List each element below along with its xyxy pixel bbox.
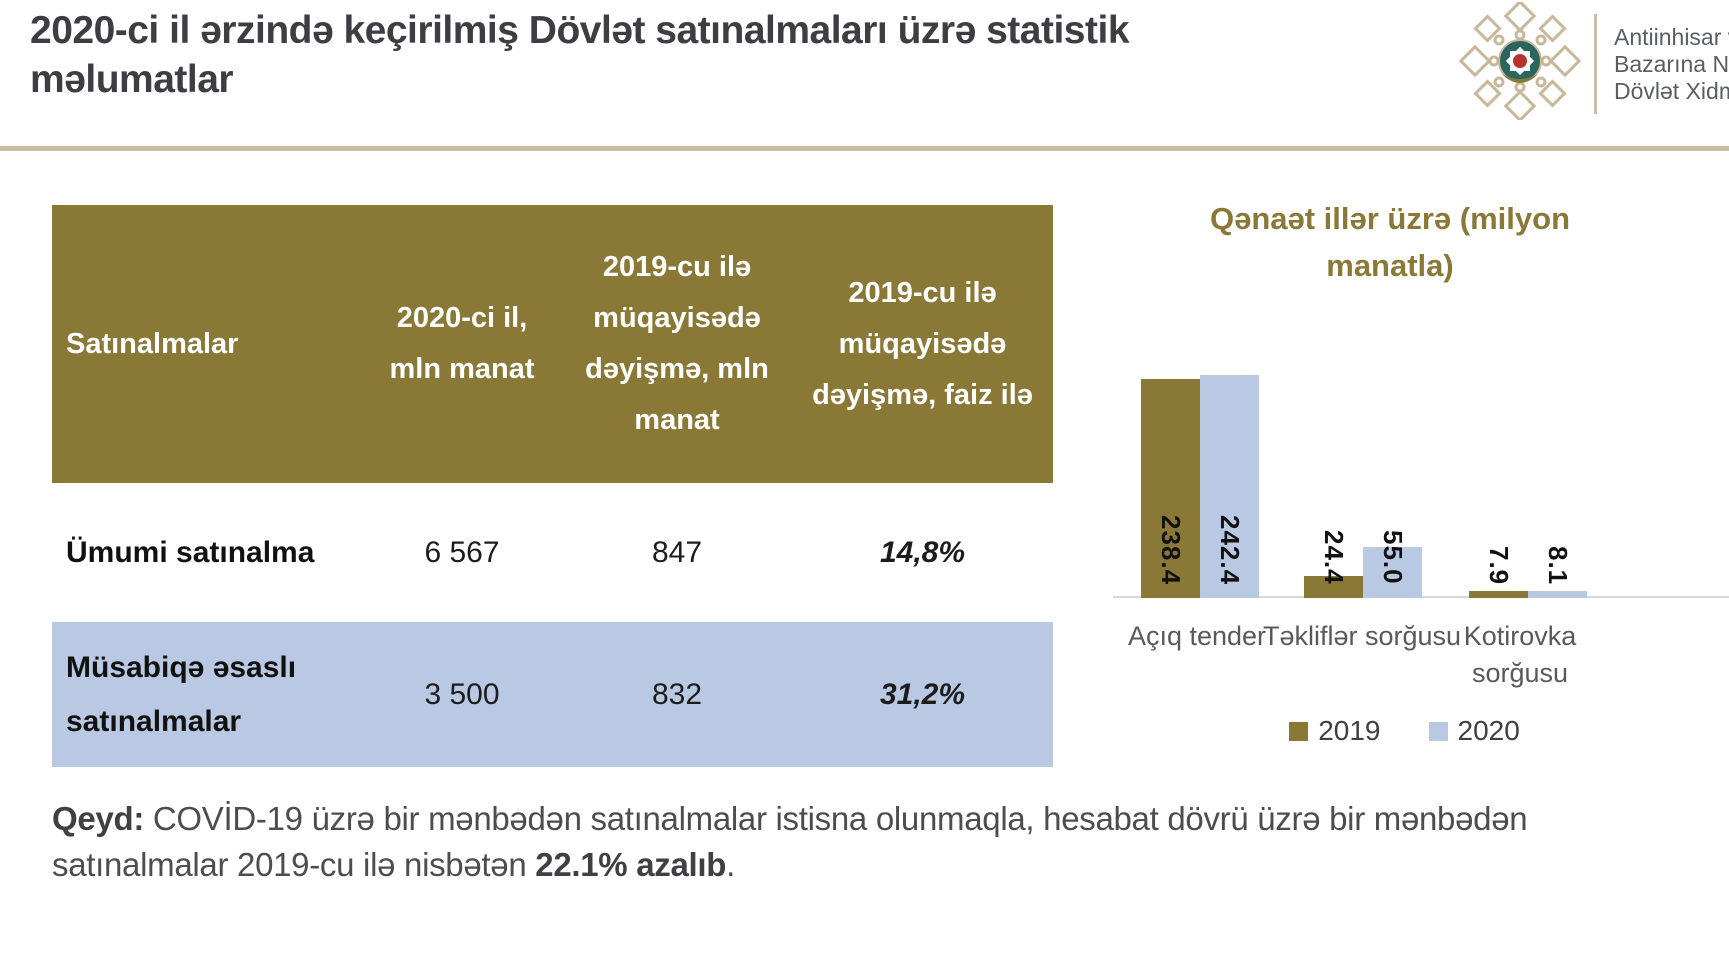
bar-plot: 238.4 242.4 24.4 55.0 7.9 8.1 bbox=[1080, 170, 1729, 598]
procurement-table: Satınalmalar 2020-ci il, mln manat 2019-… bbox=[52, 205, 1053, 767]
bar-value-label: 8.1 bbox=[1543, 545, 1573, 585]
row-value-2020: 3 500 bbox=[424, 677, 500, 711]
bar-2020-0 bbox=[1200, 375, 1259, 598]
legend-label-2020: 2020 bbox=[1457, 715, 1520, 746]
category-label-acik-tender: Açıq tender bbox=[1127, 621, 1267, 651]
table-row-umumi: Ümumi satınalma 6 567 847 14,8% bbox=[52, 483, 1053, 622]
bar-2020-2 bbox=[1528, 591, 1587, 598]
org-name-line3: Dövlət Xidm bbox=[1614, 78, 1729, 104]
bar-value-label: 7.9 bbox=[1484, 545, 1514, 585]
org-name-line2: Bazarına N bbox=[1614, 51, 1729, 77]
bar-value-label: 24.4 bbox=[1319, 530, 1349, 585]
bar-2019-0 bbox=[1141, 379, 1200, 598]
legend-item-2019: 2019 bbox=[1289, 715, 1381, 747]
category-label-kotirovka: Kotirovka sorğusu bbox=[1463, 621, 1577, 688]
org-name-line1: Antiinhisar v bbox=[1614, 24, 1729, 50]
table-header-change-mln: 2019-cu ilə müqayisədə dəyişmə, mln mana… bbox=[585, 251, 769, 436]
chart-legend: 2019 2020 bbox=[1080, 715, 1729, 747]
org-logo: Antiinhisar v Bazarına N Dövlət Xidm bbox=[1452, 2, 1729, 122]
org-logo-emblem-icon bbox=[1458, 2, 1582, 120]
bar-2019-2 bbox=[1469, 591, 1528, 598]
org-name: Antiinhisar v Bazarına N Dövlət Xidm bbox=[1614, 24, 1729, 108]
table-header-change-pct: 2019-cu ilə müqayisədə dəyişmə, faiz ilə bbox=[812, 276, 1033, 411]
legend-swatch-2019 bbox=[1289, 721, 1309, 741]
row-label: Müsabiqə əsaslı satınalmalar bbox=[66, 650, 297, 738]
category-axis: Açıq tender Təkliflər sorğusu Kotirovka … bbox=[1080, 618, 1729, 708]
row-change-mln: 832 bbox=[651, 677, 703, 711]
bar-2020-1 bbox=[1363, 547, 1422, 598]
footnote-body: COVİD-19 üzrə bir mənbədən satınalmalar … bbox=[52, 800, 1528, 883]
savings-bar-chart: Qənaət illər üzrə (milyon manatla) 238.4… bbox=[1080, 170, 1729, 810]
table-header-row: Satınalmalar 2020-ci il, mln manat 2019-… bbox=[52, 205, 1053, 483]
row-change-mln: 847 bbox=[651, 535, 703, 569]
bar-value-label: 55.0 bbox=[1378, 530, 1408, 585]
page-title: 2020-ci il ərzində keçirilmiş Dövlət sat… bbox=[30, 9, 1130, 101]
bar-2019-1 bbox=[1304, 576, 1363, 598]
footnote-bold-value: 22.1% azalıb bbox=[535, 846, 727, 883]
table-row-musabiqe: Müsabiqə əsaslı satınalmalar 3 500 832 3… bbox=[52, 622, 1053, 767]
table-header-2020: 2020-ci il, mln manat bbox=[389, 302, 535, 385]
legend-swatch-2020 bbox=[1428, 721, 1448, 741]
row-change-pct: 14,8% bbox=[879, 535, 966, 569]
table-header-satinalmalar: Satınalmalar bbox=[66, 327, 239, 360]
title-divider-line bbox=[0, 146, 1729, 151]
row-label: Ümumi satınalma bbox=[66, 535, 315, 569]
bar-value-label: 242.4 bbox=[1215, 514, 1245, 585]
category-label-teklifler: Təkliflər sorğusu bbox=[1262, 621, 1462, 651]
legend-item-2020: 2020 bbox=[1428, 715, 1520, 747]
footnote: Qeyd: COVİD-19 üzrə bir mənbədən satınal… bbox=[52, 796, 1712, 888]
row-value-2020: 6 567 bbox=[424, 535, 500, 569]
bar-value-label: 238.4 bbox=[1156, 514, 1186, 585]
row-change-pct: 31,2% bbox=[879, 677, 966, 711]
legend-label-2019: 2019 bbox=[1318, 715, 1381, 746]
logo-divider bbox=[1594, 14, 1597, 114]
chart-title: Qənaət illər üzrə (milyon manatla) bbox=[1209, 201, 1571, 283]
footnote-prefix: Qeyd: bbox=[52, 800, 145, 837]
footnote-suffix: . bbox=[726, 846, 735, 883]
